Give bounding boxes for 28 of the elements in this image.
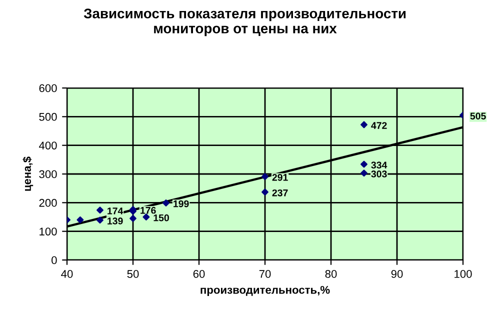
data-label: 139 — [108, 218, 123, 224]
y-tick-label: 300 — [39, 170, 57, 178]
x-tick-label: 40 — [61, 270, 73, 278]
data-label: 303 — [371, 170, 387, 178]
x-tick-label: 90 — [391, 270, 403, 278]
data-label: 176 — [140, 206, 156, 214]
data-label: 150 — [154, 214, 169, 222]
y-tick-label: 600 — [39, 84, 57, 92]
data-label: 291 — [272, 174, 288, 181]
data-label: 472 — [371, 122, 387, 129]
x-tick-label: 100 — [454, 270, 472, 278]
data-label: 199 — [174, 200, 189, 208]
y-tick-label: 500 — [39, 112, 57, 121]
data-label: 174 — [108, 208, 124, 214]
y-tick-label: 200 — [39, 198, 57, 207]
chart-title: Зависимость показателя производительности мониторов от цены на них — [84, 8, 406, 36]
data-label: 334 — [371, 162, 388, 169]
y-tick-label: 100 — [40, 228, 57, 236]
x-tick-label: 60 — [193, 270, 205, 278]
data-label: 505 — [470, 112, 486, 120]
x-axis-title: производительность,% — [200, 286, 330, 296]
y-axis-title: цена,$ — [22, 156, 34, 191]
x-tick-label: 80 — [325, 270, 337, 278]
data-label: 237 — [272, 189, 288, 196]
y-tick-label: 0 — [52, 256, 57, 264]
y-tick-label: 400 — [38, 142, 57, 150]
x-tick-label: 50 — [127, 270, 139, 278]
x-tick-label: 70 — [259, 270, 271, 278]
